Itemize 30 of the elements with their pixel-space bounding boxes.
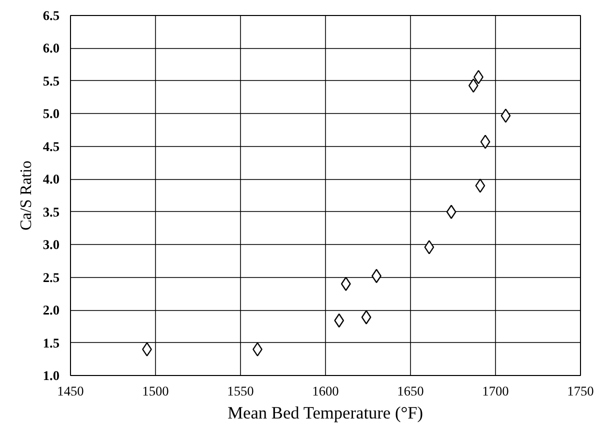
point [480, 134, 490, 149]
point [500, 108, 511, 123]
point [446, 204, 456, 219]
point [475, 178, 486, 193]
x-tick-label: 1600 [312, 384, 340, 398]
y-tick-label: 3.0 [42, 237, 60, 252]
point [340, 276, 351, 291]
y-tick-label: 6.5 [42, 8, 60, 23]
point [424, 240, 434, 254]
x-axis-title: Mean Bed Temperature (°F) [228, 404, 424, 422]
x-tick-label: 1700 [482, 384, 510, 398]
x-tick-label: 1450 [57, 384, 84, 398]
y-tick-label: 1.0 [42, 368, 60, 383]
y-tick-label: 4.0 [42, 172, 60, 187]
x-tick-label: 1550 [227, 384, 254, 398]
x-tick-label: 1500 [142, 384, 170, 398]
x-tick-label: 1750 [567, 384, 594, 398]
y-tick-label: 4.5 [42, 138, 60, 154]
point [334, 313, 344, 328]
x-tick-label: 1650 [397, 384, 424, 398]
y-tick-label: 6.0 [42, 40, 60, 56]
y-tick-label: 1.5 [42, 335, 60, 350]
y-axis-title: Ca/S Ratio [18, 160, 35, 230]
y-tick-label: 3.5 [42, 204, 60, 220]
y-tick-label: 5.5 [42, 73, 60, 88]
point [361, 310, 372, 324]
y-tick-label: 2.0 [42, 302, 60, 318]
y-tick-label: 2.5 [42, 270, 60, 285]
y-tick-label: 5.0 [42, 106, 60, 122]
point [468, 78, 478, 93]
